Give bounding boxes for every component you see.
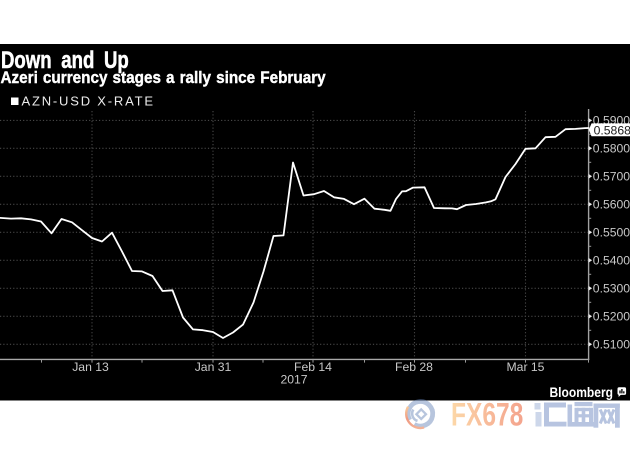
svg-text:0.5868: 0.5868 [594, 123, 630, 137]
svg-text:0.5600: 0.5600 [593, 198, 630, 212]
svg-text:0.5700: 0.5700 [593, 170, 630, 184]
svg-text:0.5300: 0.5300 [593, 282, 630, 296]
svg-text:Feb 28: Feb 28 [395, 360, 433, 374]
svg-text:Jan 31: Jan 31 [195, 360, 232, 374]
svg-text:0.5400: 0.5400 [593, 254, 630, 268]
svg-text:Down and Up: Down and Up [1, 47, 129, 74]
svg-text:0.5800: 0.5800 [593, 142, 630, 156]
svg-text:0.5100: 0.5100 [593, 338, 630, 352]
svg-text:FX678: FX678 [451, 397, 523, 433]
svg-text:Bloomberg: Bloomberg [550, 385, 614, 400]
svg-text:AZN-USD X-RATE: AZN-USD X-RATE [22, 94, 155, 109]
svg-text:0.5200: 0.5200 [593, 310, 630, 324]
svg-text:Jan 13: Jan 13 [72, 360, 109, 374]
svg-text:Mar 15: Mar 15 [507, 360, 545, 374]
svg-text:0.5500: 0.5500 [593, 226, 630, 240]
svg-text:Azeri currency stages a rally: Azeri currency stages a rally since Febr… [1, 68, 326, 87]
svg-text:Feb 14: Feb 14 [294, 360, 332, 374]
svg-text:2017: 2017 [280, 373, 307, 387]
